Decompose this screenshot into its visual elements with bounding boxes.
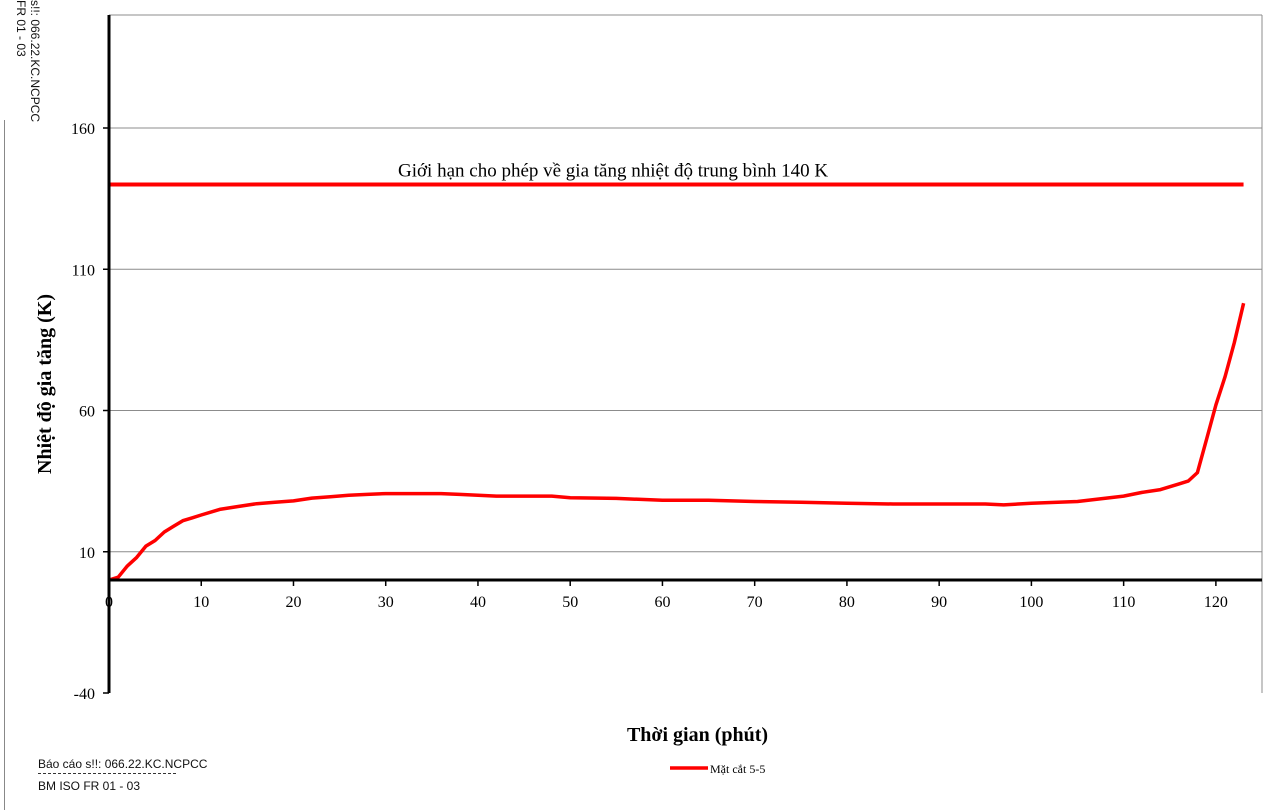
x-tick-label: 20	[285, 594, 301, 611]
y-tick-label: -40	[74, 686, 95, 703]
footer-note: Báo cáo s!!: 066.22.KC.NCPCC BM ISO FR 0…	[38, 756, 207, 794]
y-tick-label: 10	[79, 545, 95, 562]
y-tick-label: 160	[71, 121, 95, 138]
x-tick-label: 100	[1019, 594, 1043, 611]
x-tick-label: 50	[562, 594, 578, 611]
limit-group: Giới hạn cho phép về gia tăng nhiệt độ t…	[109, 161, 1244, 187]
x-tick-labels: 0 10 20 30 40 50 60 70 80 90 100 110 120	[105, 594, 1228, 611]
x-tick-label: 80	[839, 594, 855, 611]
y-tick-label: 60	[79, 404, 95, 421]
y-tick-label: 110	[72, 262, 95, 279]
x-tick-label: 0	[105, 594, 113, 611]
x-tick-label: 40	[470, 594, 486, 611]
x-tick-label: 60	[654, 594, 670, 611]
x-tick-label: 120	[1204, 594, 1228, 611]
series-line	[108, 302, 1246, 582]
legend: Mặt cắt 5-5	[670, 762, 765, 776]
x-axis-label: Thời gian (phút)	[627, 724, 768, 746]
gridlines	[109, 14, 1263, 693]
footer-separator	[38, 773, 176, 775]
y-axis-label: Nhiệt độ gia tăng (K)	[34, 294, 56, 474]
legend-label: Mặt cắt 5-5	[710, 762, 765, 776]
x-tick-label: 90	[931, 594, 947, 611]
y-tick-labels: -40 10 60 110 160	[71, 121, 95, 703]
footer-report-number: Báo cáo s!!: 066.22.KC.NCPCC	[38, 757, 208, 771]
x-tick-label: 70	[747, 594, 763, 611]
footer-form-code: BM ISO FR 01 - 03	[38, 779, 141, 793]
x-tick-label: 10	[193, 594, 209, 611]
page-left-border	[4, 120, 5, 810]
x-tick-label: 110	[1112, 594, 1135, 611]
x-tick-label: 30	[378, 594, 394, 611]
axes	[103, 15, 1262, 694]
limit-label: Giới hạn cho phép về gia tăng nhiệt độ t…	[398, 161, 828, 182]
